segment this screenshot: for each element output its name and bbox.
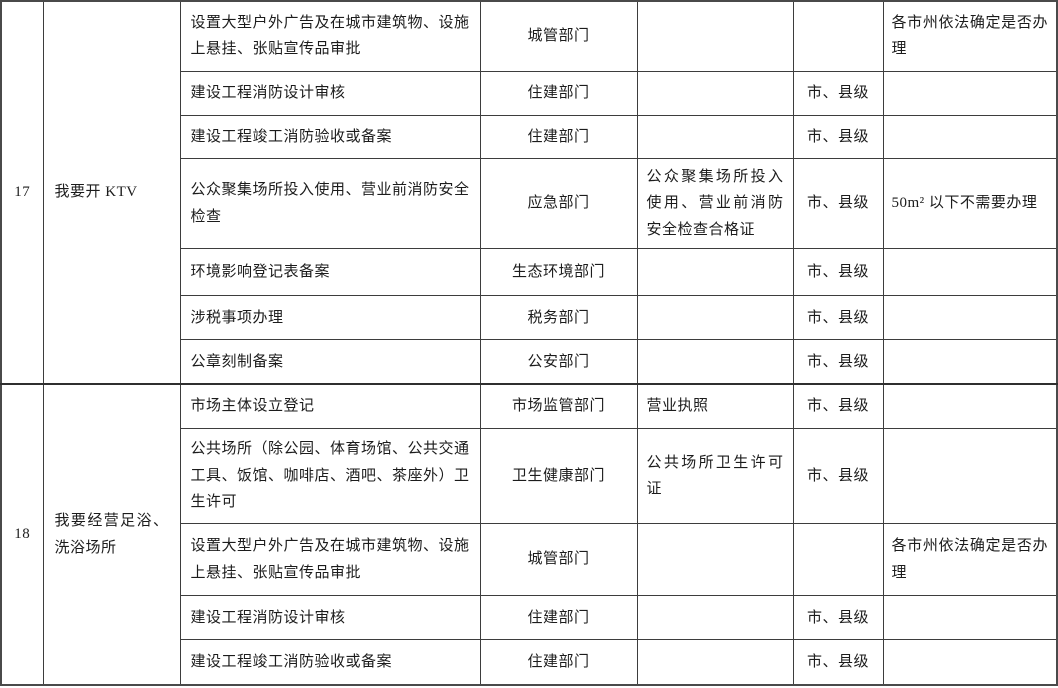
item-cell: 建设工程消防设计审核 [179,70,481,116]
result-cell: 公共场所卫生许可证 [636,427,794,524]
level-cell: 市、县级 [792,383,884,429]
item-cell: 建设工程消防设计审核 [179,595,481,641]
item-cell: 建设工程竣工消防验收或备案 [179,639,481,686]
item-cell: 设置大型户外广告及在城市建筑物、设施上悬挂、张贴宣传品审批 [179,522,481,597]
item-cell: 公章刻制备案 [179,339,481,385]
table-row: 建设工程消防设计审核 住建部门 市、县级 [1,595,1058,641]
result-cell [636,0,794,72]
note-cell [882,383,1058,429]
note-cell [882,295,1058,341]
table-row: 公众聚集场所投入使用、营业前消防安全检查 应急部门 公众聚集场所投入使用、营业前… [1,157,1058,250]
result-cell [636,70,794,116]
department-cell: 市场监管部门 [479,383,638,429]
level-cell: 市、县级 [792,339,884,385]
department-cell: 城管部门 [479,522,638,597]
department-cell: 生态环境部门 [479,248,638,297]
level-cell: 市、县级 [792,427,884,524]
note-cell [882,114,1058,159]
level-cell: 市、县级 [792,295,884,341]
item-cell: 涉税事项办理 [179,295,481,341]
item-cell: 市场主体设立登记 [179,383,481,429]
department-cell: 住建部门 [479,114,638,159]
result-cell [636,595,794,641]
level-cell: 市、县级 [792,114,884,159]
note-cell [882,427,1058,524]
result-cell [636,522,794,597]
table-row: 17 我要开 KTV 设置大型户外广告及在城市建筑物、设施上悬挂、张贴宣传品审批… [0,0,1058,385]
table-row: 涉税事项办理 税务部门 市、县级 [1,295,1058,341]
result-cell [636,295,794,341]
table-row: 18 我要经营足浴、洗浴场所 市场主体设立登记 市场监管部门 营业执照 市、县级 [0,383,1058,686]
level-cell: 市、县级 [792,248,884,297]
note-cell [882,248,1058,297]
scenario-cell: 我要开 KTV [42,0,181,385]
department-cell: 住建部门 [479,595,638,641]
table-row: 建设工程竣工消防验收或备案 住建部门 市、县级 [1,114,1058,159]
result-cell [636,114,794,159]
department-cell: 公安部门 [479,339,638,385]
row-number: 17 [0,0,44,385]
row-number: 18 [0,383,44,686]
department-cell: 住建部门 [479,639,638,686]
table-row: 建设工程竣工消防验收或备案 住建部门 市、县级 [1,639,1058,686]
item-cell: 设置大型户外广告及在城市建筑物、设施上悬挂、张贴宣传品审批 [179,0,481,72]
table-row: 环境影响登记表备案 生态环境部门 市、县级 [1,248,1058,297]
note-cell [882,339,1058,385]
note-cell: 50m² 以下不需要办理 [882,157,1058,250]
note-cell [882,70,1058,116]
result-cell: 营业执照 [636,383,794,429]
item-cell: 建设工程竣工消防验收或备案 [179,114,481,159]
department-cell: 税务部门 [479,295,638,341]
table-row: 建设工程消防设计审核 住建部门 市、县级 [1,70,1058,116]
result-cell: 公众聚集场所投入使用、营业前消防安全检查合格证 [636,157,794,250]
level-cell: 市、县级 [792,639,884,686]
table-row: 公共场所（除公园、体育场馆、公共交通工具、饭馆、咖啡店、酒吧、茶座外）卫生许可 … [1,427,1058,524]
item-cell: 环境影响登记表备案 [179,248,481,297]
note-cell [882,639,1058,686]
result-cell [636,248,794,297]
scenario-cell: 我要经营足浴、洗浴场所 [42,383,181,686]
level-cell [792,0,884,72]
note-cell [882,595,1058,641]
level-cell: 市、县级 [792,70,884,116]
level-cell: 市、县级 [792,595,884,641]
item-cell: 公众聚集场所投入使用、营业前消防安全检查 [179,157,481,250]
department-cell: 城管部门 [479,0,638,72]
level-cell [792,522,884,597]
department-cell: 住建部门 [479,70,638,116]
result-cell [636,339,794,385]
department-cell: 卫生健康部门 [479,427,638,524]
result-cell [636,639,794,686]
department-cell: 应急部门 [479,157,638,250]
item-cell: 公共场所（除公园、体育场馆、公共交通工具、饭馆、咖啡店、酒吧、茶座外）卫生许可 [179,427,481,524]
level-cell: 市、县级 [792,157,884,250]
note-cell: 各市州依法确定是否办理 [882,522,1058,597]
note-cell: 各市州依法确定是否办理 [882,0,1058,72]
